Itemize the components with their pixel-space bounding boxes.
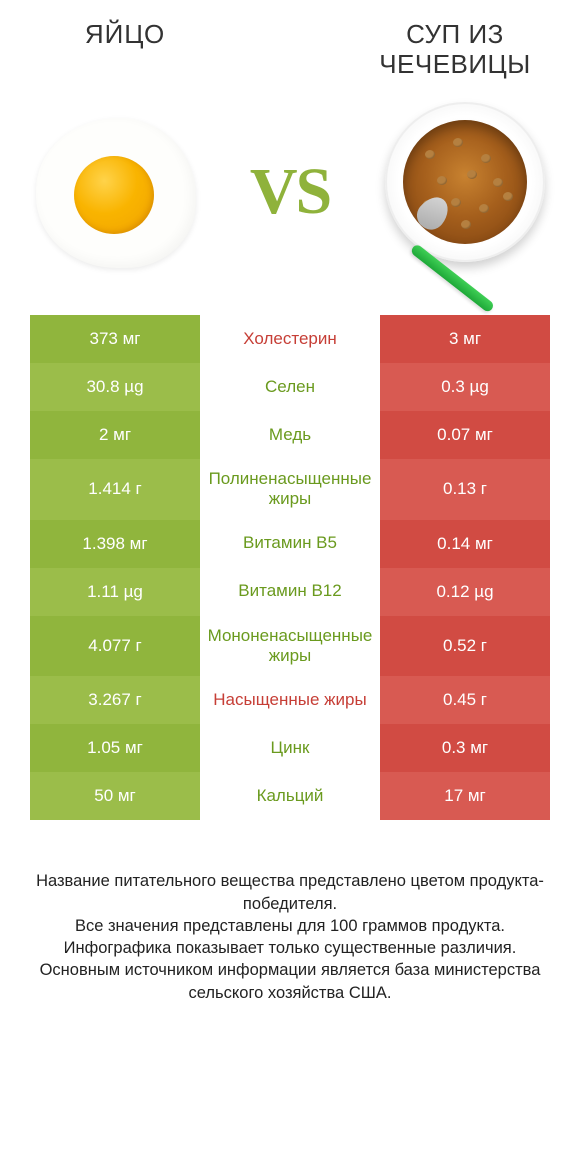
nutrient-name: Селен [200,363,380,411]
nutrient-name: Медь [200,411,380,459]
table-row: 1.05 мгЦинк0.3 мг [30,724,550,772]
value-left: 3.267 г [30,676,200,724]
title-left: ЯЙЦО [20,20,230,50]
value-left: 1.414 г [30,459,200,520]
table-row: 3.267 гНасыщенные жиры0.45 г [30,676,550,724]
value-right: 0.14 мг [380,520,550,568]
nutrient-name: Витамин B12 [200,568,380,616]
value-right: 3 мг [380,315,550,363]
table-row: 1.414 гПолиненасыщенные жиры0.13 г [30,459,550,520]
footer-line-4: Основным источником информации является … [30,959,550,1004]
value-left: 1.11 µg [30,568,200,616]
nutrient-name: Кальций [200,772,380,820]
value-left: 1.398 мг [30,520,200,568]
table-row: 50 мгКальций17 мг [30,772,550,820]
vs-label: VS [230,154,350,230]
value-right: 0.13 г [380,459,550,520]
nutrient-name: Витамин B5 [200,520,380,568]
header-row: ЯЙЦО СУП ИЗ ЧЕЧЕВИЦЫ [0,0,580,80]
table-row: 2 мгМедь0.07 мг [30,411,550,459]
value-right: 17 мг [380,772,550,820]
value-right: 0.07 мг [380,411,550,459]
table-row: 1.398 мгВитамин B50.14 мг [30,520,550,568]
value-left: 1.05 мг [30,724,200,772]
value-right: 0.45 г [380,676,550,724]
nutrient-name: Мононенасыщенные жиры [200,616,380,677]
title-right: СУП ИЗ ЧЕЧЕВИЦЫ [350,20,560,80]
egg-image [0,110,230,275]
footer-line-3: Инфографика показывает только существенн… [30,937,550,959]
value-right: 0.52 г [380,616,550,677]
value-right: 0.3 µg [380,363,550,411]
value-left: 4.077 г [30,616,200,677]
footer-line-2: Все значения представлены для 100 граммо… [30,915,550,937]
table-row: 1.11 µgВитамин B120.12 µg [30,568,550,616]
value-right: 0.3 мг [380,724,550,772]
value-left: 2 мг [30,411,200,459]
value-right: 0.12 µg [380,568,550,616]
value-left: 373 мг [30,315,200,363]
nutrient-table: 373 мгХолестерин3 мг30.8 µgСелен0.3 µg2 … [30,315,550,821]
table-row: 4.077 гМононенасыщенные жиры0.52 г [30,616,550,677]
table-row: 30.8 µgСелен0.3 µg [30,363,550,411]
table-row: 373 мгХолестерин3 мг [30,315,550,363]
value-left: 30.8 µg [30,363,200,411]
value-left: 50 мг [30,772,200,820]
nutrient-name: Полиненасыщенные жиры [200,459,380,520]
nutrient-name: Цинк [200,724,380,772]
footer-line-1: Название питательного вещества представл… [30,870,550,915]
nutrient-name: Холестерин [200,315,380,363]
footer-text: Название питательного вещества представл… [30,870,550,1004]
food-images-row: VS [0,80,580,315]
soup-image [350,100,580,285]
nutrient-name: Насыщенные жиры [200,676,380,724]
